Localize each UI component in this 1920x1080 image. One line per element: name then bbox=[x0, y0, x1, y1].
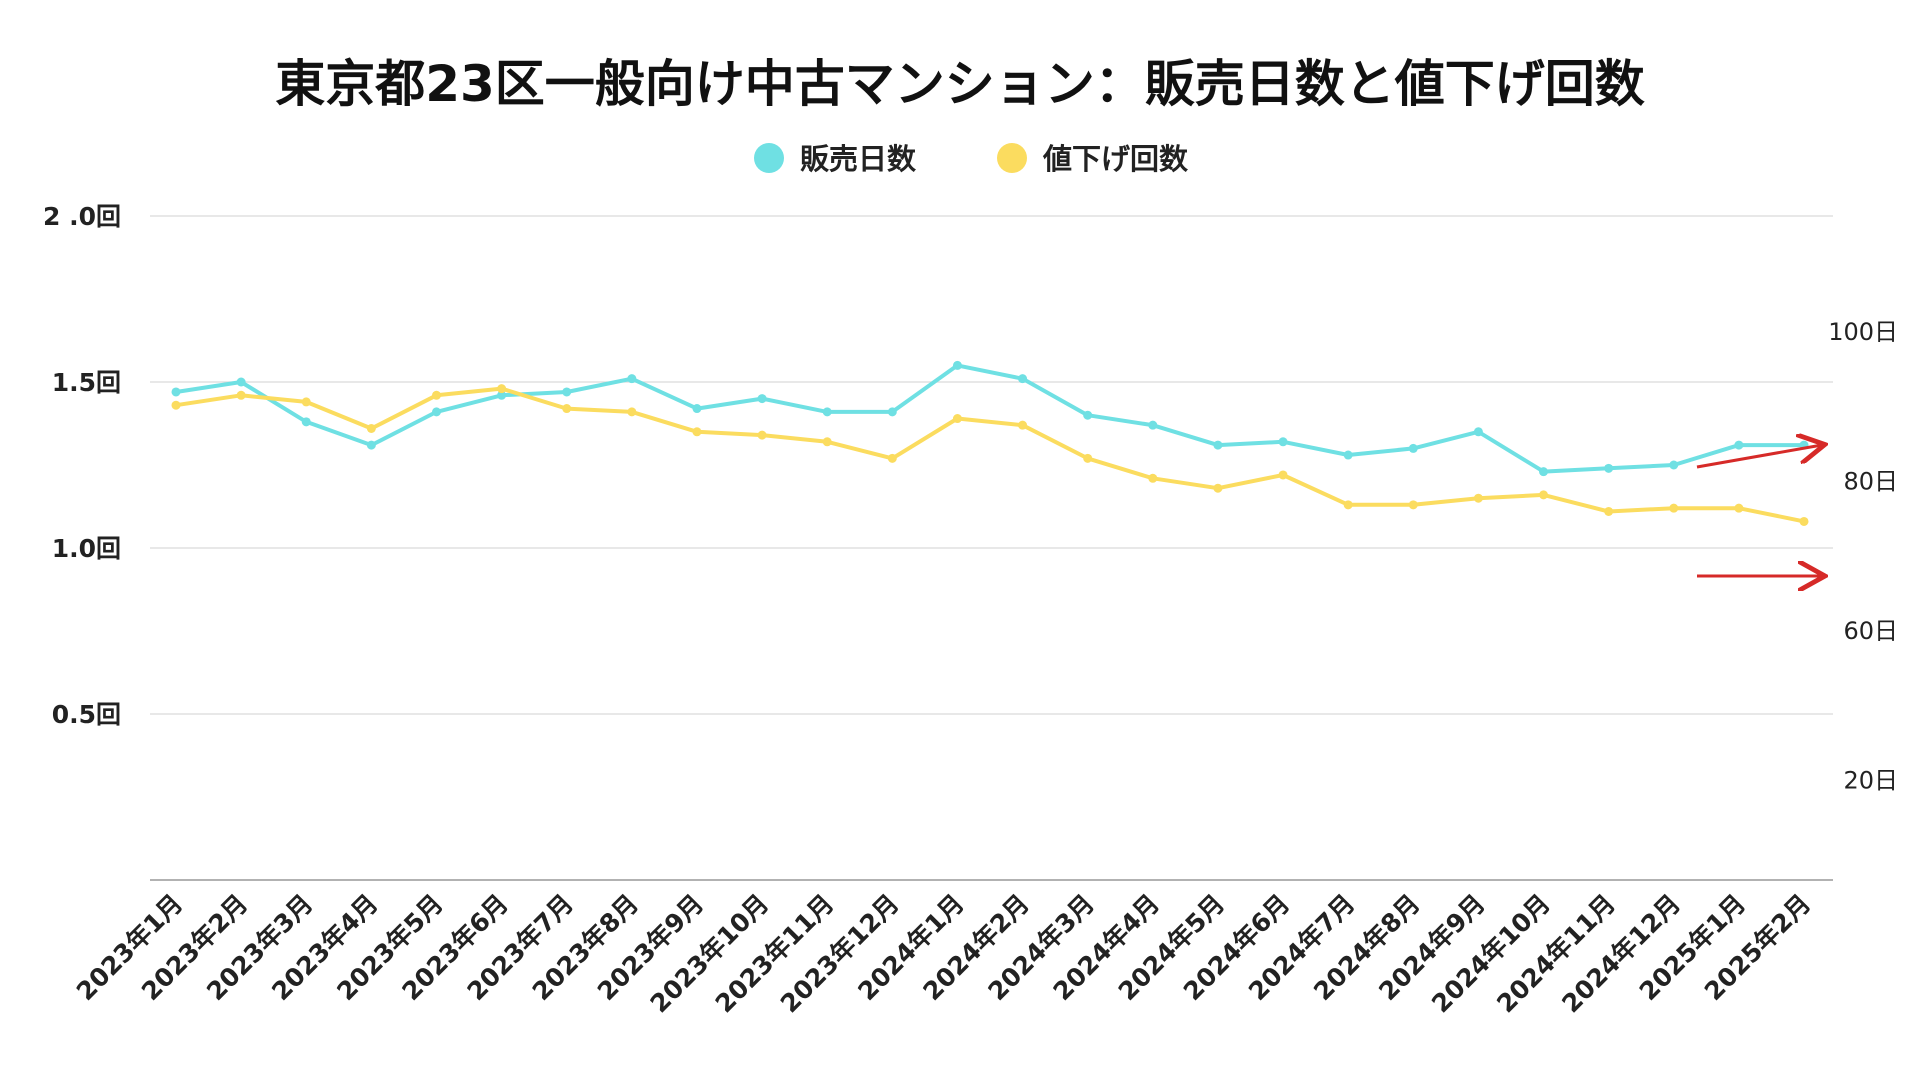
legend-item-2: 値下げ回数 bbox=[997, 142, 1189, 176]
left-tick-label: 0.5回 bbox=[52, 700, 121, 729]
data-point bbox=[366, 423, 376, 433]
data-point bbox=[236, 377, 246, 387]
right-tick-label: 60日 bbox=[1843, 617, 1898, 645]
data-point bbox=[1018, 374, 1028, 384]
data-point bbox=[627, 374, 637, 384]
data-point bbox=[822, 407, 832, 417]
data-point bbox=[1408, 500, 1418, 510]
data-point bbox=[1018, 420, 1028, 430]
data-point bbox=[171, 400, 181, 410]
legend-item-1: 販売日数 bbox=[754, 142, 917, 176]
data-point bbox=[1734, 503, 1744, 513]
left-axis: 2 .0回 1.5回 1.0回 0.5回 bbox=[43, 202, 121, 729]
data-point bbox=[562, 404, 572, 414]
data-point bbox=[627, 407, 637, 417]
data-point bbox=[1473, 427, 1483, 437]
data-point bbox=[1408, 443, 1418, 453]
data-point bbox=[757, 430, 767, 440]
legend-label: 販売日数 bbox=[800, 142, 917, 176]
data-point bbox=[431, 407, 441, 417]
chart-title: 東京都23区一般向け中古マンション：販売日数と値下げ回数 bbox=[275, 55, 1645, 113]
data-point bbox=[1734, 440, 1744, 450]
right-tick-label: 80日 bbox=[1843, 468, 1898, 496]
legend-swatch bbox=[754, 143, 784, 173]
data-point bbox=[1799, 516, 1809, 526]
left-tick-label: 2 .0回 bbox=[43, 202, 121, 231]
data-point bbox=[1278, 437, 1288, 447]
data-point bbox=[757, 394, 767, 404]
data-point bbox=[1148, 420, 1158, 430]
data-point bbox=[1539, 490, 1549, 500]
data-point bbox=[366, 440, 376, 450]
x-axis: 2023年1月2023年2月2023年3月2023年4月2023年5月2023年… bbox=[71, 889, 1816, 1019]
series-points bbox=[171, 360, 1809, 526]
legend-swatch bbox=[997, 143, 1027, 173]
data-point bbox=[692, 427, 702, 437]
data-point bbox=[887, 407, 897, 417]
data-point bbox=[301, 417, 311, 427]
data-point bbox=[1669, 503, 1679, 513]
legend-label: 値下げ回数 bbox=[1042, 142, 1189, 176]
data-point bbox=[1083, 410, 1093, 420]
right-tick-label: 20日 bbox=[1843, 766, 1898, 794]
data-point bbox=[497, 384, 507, 394]
data-point bbox=[822, 437, 832, 447]
series-line-2 bbox=[174, 386, 1806, 524]
annotations bbox=[1696, 445, 1822, 576]
data-point bbox=[1604, 506, 1614, 516]
left-tick-label: 1.5回 bbox=[52, 368, 121, 397]
annotation-arrow-up bbox=[1696, 445, 1822, 469]
data-point bbox=[952, 360, 962, 370]
data-point bbox=[1278, 470, 1288, 480]
series-lines bbox=[174, 363, 1806, 524]
data-point bbox=[692, 404, 702, 414]
data-point bbox=[1539, 467, 1549, 477]
data-point bbox=[1083, 453, 1093, 463]
data-point bbox=[1343, 500, 1353, 510]
data-point bbox=[1343, 450, 1353, 460]
data-point bbox=[952, 414, 962, 424]
left-tick-label: 1.0回 bbox=[52, 534, 121, 563]
data-point bbox=[562, 387, 572, 397]
right-tick-label: 100日 bbox=[1828, 318, 1898, 346]
data-point bbox=[497, 390, 507, 400]
data-point bbox=[1148, 473, 1158, 483]
gridlines bbox=[150, 215, 1833, 881]
data-point bbox=[1473, 493, 1483, 503]
data-point bbox=[1213, 440, 1223, 450]
data-point bbox=[1604, 463, 1614, 473]
data-point bbox=[1213, 483, 1223, 493]
series-line-1 bbox=[174, 363, 1806, 474]
data-point bbox=[236, 390, 246, 400]
data-point bbox=[301, 397, 311, 407]
data-point bbox=[431, 390, 441, 400]
legend: 販売日数 値下げ回数 bbox=[754, 142, 1189, 176]
data-point bbox=[887, 453, 897, 463]
right-axis: 100日 80日 60日 20日 bbox=[1828, 318, 1898, 794]
data-point bbox=[1669, 460, 1679, 470]
data-point bbox=[171, 387, 181, 397]
